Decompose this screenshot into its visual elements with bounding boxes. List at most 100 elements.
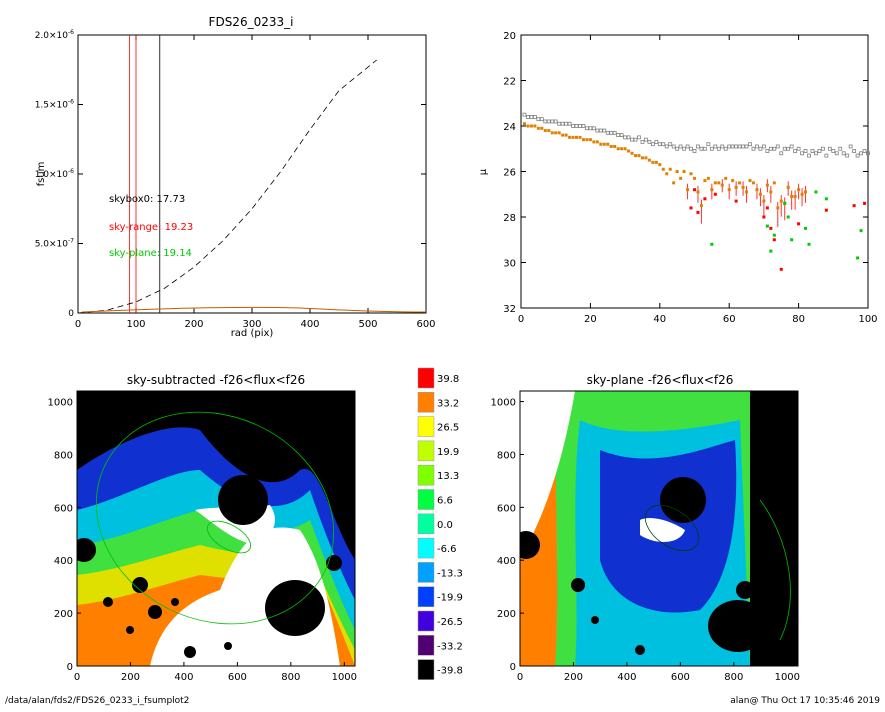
mu-point <box>588 126 593 131</box>
mu-axis-ticks: 0 20 40 60 80 100 20 22 24 26 28 30 32 <box>503 31 877 325</box>
fsum-xtick-label: 300 <box>242 319 261 330</box>
mu-point <box>522 112 527 117</box>
fsum-ytick-label: 2.0×10-6 <box>35 29 74 41</box>
mu-point <box>595 140 599 144</box>
colorbar-label: -39.8 <box>437 666 463 677</box>
mu-point <box>734 185 738 189</box>
mu-point <box>612 130 617 135</box>
mu-point <box>543 129 547 133</box>
colorbar-label: -13.3 <box>437 568 463 579</box>
mu-point <box>762 144 766 149</box>
mu-point <box>664 144 669 149</box>
mu-point <box>859 229 863 233</box>
mu-point <box>606 142 610 146</box>
mu-point <box>751 146 756 151</box>
mu-point <box>526 115 530 119</box>
sky-plane-ytick-label: 400 <box>497 556 516 567</box>
mu-xtick-label: 20 <box>584 314 597 325</box>
mu-point <box>779 267 783 271</box>
mu-point <box>814 190 818 194</box>
sky-subtracted-xtick-label: 400 <box>174 672 193 683</box>
mu-point <box>605 130 610 135</box>
mu-point <box>803 149 808 153</box>
fsum-xtick-label: 500 <box>358 319 377 330</box>
mu-point <box>820 146 825 151</box>
mu-point <box>772 181 776 185</box>
sky-subtracted-xtick-label: 0 <box>74 672 80 683</box>
mu-point <box>613 144 617 148</box>
mu-point <box>710 188 714 192</box>
fsum-ytick-label: 1.0×10-6 <box>35 168 74 180</box>
mu-point <box>616 147 620 151</box>
mu-point <box>855 153 860 158</box>
mu-point <box>675 170 679 173</box>
mu-point <box>623 147 627 151</box>
mu-point <box>765 183 769 187</box>
mu-point <box>790 195 794 199</box>
mu-point <box>852 149 857 153</box>
mu-point <box>859 151 863 156</box>
sky-plane-axis-ticks: 0 200 400 600 800 1000 0 200 400 600 800 1000 <box>491 398 800 683</box>
mu-point <box>640 140 645 144</box>
mu-point <box>650 142 655 147</box>
mu-point <box>790 238 794 242</box>
mu-point <box>748 142 752 147</box>
mu-point <box>768 146 773 151</box>
colorbar-label: 39.8 <box>437 374 459 385</box>
mu-point <box>734 144 739 149</box>
mu-point <box>824 197 828 201</box>
mu-point <box>720 144 725 149</box>
sky-subtracted-ytick-label: 0 <box>67 662 73 673</box>
mu-point <box>522 122 526 126</box>
mu-point <box>627 149 631 153</box>
fsum-xtick-label: 0 <box>75 319 81 330</box>
mu-point <box>686 188 690 192</box>
colorbar-swatch <box>417 562 435 583</box>
mu-point <box>564 121 569 126</box>
mu-panel: 0 20 40 60 80 100 20 22 24 26 28 30 32 μ <box>478 31 878 325</box>
sky-subtracted-ytick-label: 800 <box>54 450 73 461</box>
mu-point <box>693 176 696 180</box>
mu-point <box>591 126 596 131</box>
mu-point <box>571 124 575 128</box>
mu-point <box>724 176 728 180</box>
fsum-panel-title: FDS26_0233_i <box>209 15 294 29</box>
mu-point <box>710 242 714 246</box>
mu-point <box>685 144 690 149</box>
mu-point <box>616 133 621 138</box>
mu-data-points <box>522 112 870 271</box>
colorbar-swatch <box>417 392 435 413</box>
colorbar-label: -26.5 <box>437 617 463 628</box>
mu-point <box>692 149 697 153</box>
colorbar-label: 19.9 <box>437 447 459 458</box>
mu-point <box>540 126 544 130</box>
mu-xtick-label: 100 <box>858 314 877 325</box>
mu-xtick-label: 80 <box>792 314 805 325</box>
sky-subtracted-panel: sky-subtracted -f26<flux<f26 <box>48 373 357 683</box>
fsum-ytick-label: 1.5×10-6 <box>35 99 74 111</box>
mu-point <box>526 124 530 128</box>
mu-point <box>602 128 607 133</box>
mu-point <box>595 128 600 133</box>
mu-point <box>620 147 624 151</box>
colorbar-swatch <box>417 610 435 632</box>
skybox0-annotation: skybox0: 17.73 <box>109 194 185 205</box>
mu-point <box>578 135 582 139</box>
mu-point <box>831 149 836 153</box>
colorbar-label: 13.3 <box>437 471 459 482</box>
mu-point <box>779 151 784 156</box>
mu-point <box>536 117 541 122</box>
mu-point <box>758 192 762 196</box>
mu-point <box>672 181 676 185</box>
mu-point <box>727 144 732 149</box>
mu-point <box>796 146 801 151</box>
mu-point <box>539 117 544 122</box>
mu-point <box>609 130 614 135</box>
mu-point <box>730 144 735 149</box>
mu-point <box>727 188 731 192</box>
mu-point <box>564 133 568 137</box>
mu-point <box>769 249 773 253</box>
mu-point <box>557 131 561 135</box>
mu-point <box>863 201 867 205</box>
fsum-curve <box>77 59 377 314</box>
